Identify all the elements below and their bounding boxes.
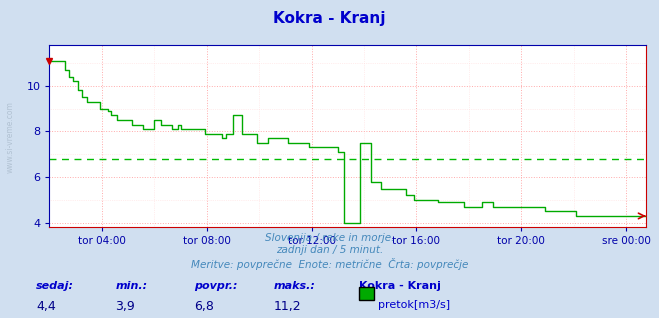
Text: maks.:: maks.: xyxy=(273,281,316,291)
Text: Meritve: povprečne  Enote: metrične  Črta: povprečje: Meritve: povprečne Enote: metrične Črta:… xyxy=(191,258,468,270)
Text: www.si-vreme.com: www.si-vreme.com xyxy=(6,101,15,173)
Text: 11,2: 11,2 xyxy=(273,300,301,313)
Text: Kokra - Kranj: Kokra - Kranj xyxy=(359,281,441,291)
Text: sedaj:: sedaj: xyxy=(36,281,74,291)
Text: Slovenija / reke in morje.: Slovenija / reke in morje. xyxy=(265,233,394,243)
Text: povpr.:: povpr.: xyxy=(194,281,238,291)
Text: pretok[m3/s]: pretok[m3/s] xyxy=(378,300,449,309)
Text: 4,4: 4,4 xyxy=(36,300,56,313)
Text: min.:: min.: xyxy=(115,281,148,291)
Text: zadnji dan / 5 minut.: zadnji dan / 5 minut. xyxy=(276,245,383,255)
Text: 3,9: 3,9 xyxy=(115,300,135,313)
Text: Kokra - Kranj: Kokra - Kranj xyxy=(273,11,386,26)
Text: 6,8: 6,8 xyxy=(194,300,214,313)
